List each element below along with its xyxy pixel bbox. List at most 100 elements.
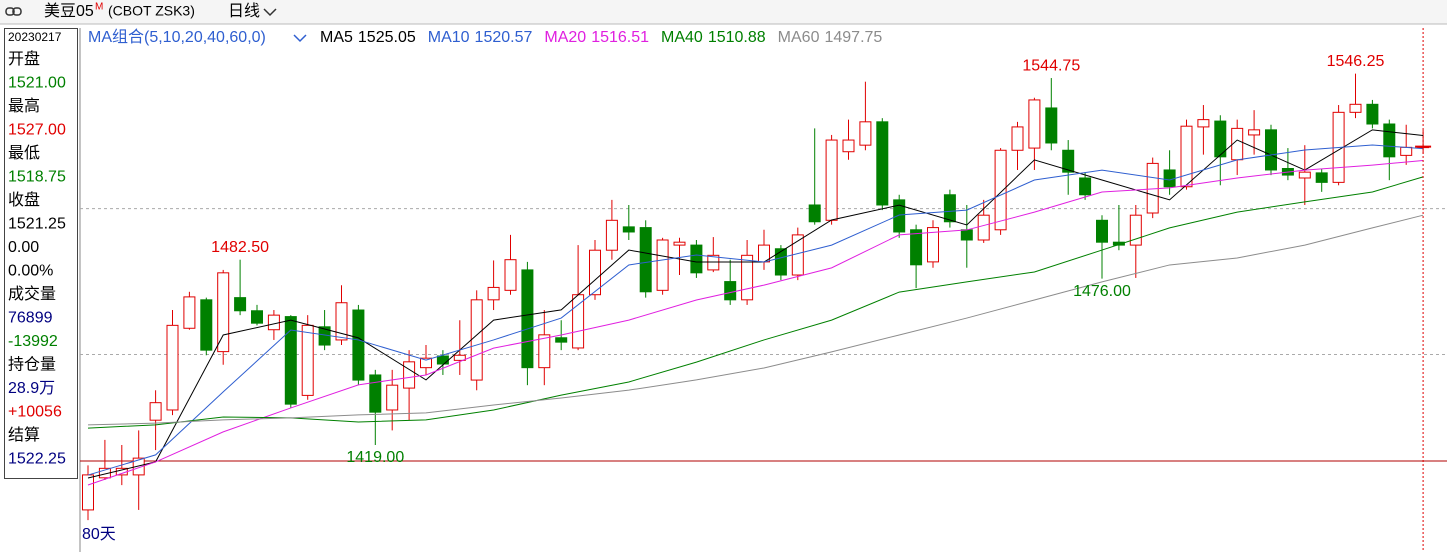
legend-name: MA60 (778, 29, 820, 46)
title-bar (0, 0, 1447, 24)
candle-body (1045, 107, 1058, 144)
period-dropdown[interactable] (263, 8, 277, 17)
candle-body (876, 121, 889, 206)
ma-line (87, 144, 1424, 476)
candle-body (605, 219, 618, 251)
candle-body (538, 334, 551, 369)
info-text: 1518.75 (8, 169, 66, 186)
candle-body (943, 194, 956, 223)
info-text: 0.00 (8, 239, 39, 256)
info-text: 持仓量 (8, 356, 56, 374)
symbol-code: (CBOT ZSK3) (108, 3, 195, 19)
candle-body (994, 149, 1007, 231)
candle-body (977, 214, 990, 241)
candle-body (1079, 177, 1092, 196)
legend-name: MA10 (428, 29, 470, 46)
info-text: 0.00% (8, 263, 53, 280)
period-count: 80天 (82, 526, 116, 543)
candle-body (960, 229, 973, 241)
candle-body (555, 337, 568, 343)
extreme-label: 1546.25 (1327, 53, 1385, 70)
candle-body (1129, 214, 1142, 246)
candle-body (1197, 119, 1210, 128)
candle-body (1163, 169, 1176, 188)
candle-body (1400, 146, 1413, 156)
candle-body (572, 294, 585, 349)
candle-body (470, 299, 483, 381)
period[interactable]: 日线 (228, 2, 260, 20)
candle-body (842, 139, 855, 153)
candle-body (436, 355, 449, 365)
candle-body (639, 227, 652, 293)
candle-body (183, 296, 196, 329)
candle-body (622, 226, 635, 233)
symbol: 美豆05 (44, 2, 94, 20)
candle-body (1265, 129, 1277, 171)
candle-body (808, 204, 821, 223)
candle-body (234, 297, 247, 312)
candle-body (1366, 103, 1379, 125)
info-text: 收盘 (8, 190, 40, 209)
candle-body (386, 384, 399, 411)
candle-body (1315, 172, 1328, 183)
legend-name: MA20 (544, 29, 586, 46)
candle-body (1011, 126, 1024, 151)
candle-body (284, 316, 297, 405)
candle-body (1180, 125, 1193, 188)
candle-body (166, 324, 179, 411)
candle-body (741, 254, 754, 301)
info-text: +10056 (8, 404, 62, 421)
candle-body (774, 248, 787, 276)
candle-body (369, 374, 382, 413)
candle-body (521, 269, 534, 369)
candle-body (335, 302, 348, 341)
candle-body (690, 244, 703, 274)
extreme-label: 1419.00 (346, 449, 404, 466)
candle-body (910, 229, 923, 266)
candle-body (1349, 103, 1362, 113)
candle-body (927, 227, 939, 263)
link-icon (5, 7, 22, 16)
candle-body (1214, 120, 1227, 158)
candle-body (1112, 241, 1125, 246)
ma-line (87, 214, 1424, 426)
candle-body (1248, 129, 1261, 136)
extreme-label: 1544.75 (1022, 57, 1080, 74)
candle-body (1383, 123, 1396, 158)
info-text: 20230217 (8, 30, 62, 44)
candle-body (589, 249, 601, 296)
info-text: 最低 (8, 144, 40, 162)
info-text: 1521.00 (8, 75, 66, 92)
legend-value: 1525.05 (358, 29, 416, 46)
candle-body (420, 357, 432, 369)
candle-body (217, 272, 230, 353)
candle-body (707, 254, 720, 271)
link-icon-part (5, 7, 15, 16)
ma-group[interactable]: MA组合(5,10,20,40,60,0) (88, 28, 266, 46)
info-text: 1521.25 (8, 216, 66, 233)
candle-body (1028, 99, 1041, 149)
candle-body (267, 314, 280, 331)
candle-body (200, 299, 213, 351)
candle-body (859, 121, 872, 146)
candle-body (132, 457, 145, 476)
candle-body (825, 139, 838, 221)
candle-body (1298, 171, 1311, 179)
candle-body (893, 199, 906, 233)
candle-body (403, 361, 416, 389)
candle-body (251, 310, 263, 324)
extreme-label: 1482.50 (211, 239, 269, 256)
symbol-flag: M (95, 2, 103, 13)
ma-line (87, 159, 1424, 486)
candle-body (504, 259, 517, 291)
info-text: 1522.25 (8, 451, 66, 468)
candle-body (149, 402, 162, 421)
candle-body (487, 286, 500, 301)
candle-body (453, 354, 466, 361)
legend-name: MA40 (661, 29, 703, 46)
legend-name: MA5 (320, 29, 353, 46)
ma-group-dropdown[interactable] (293, 34, 307, 43)
info-text: 结算 (8, 425, 40, 444)
